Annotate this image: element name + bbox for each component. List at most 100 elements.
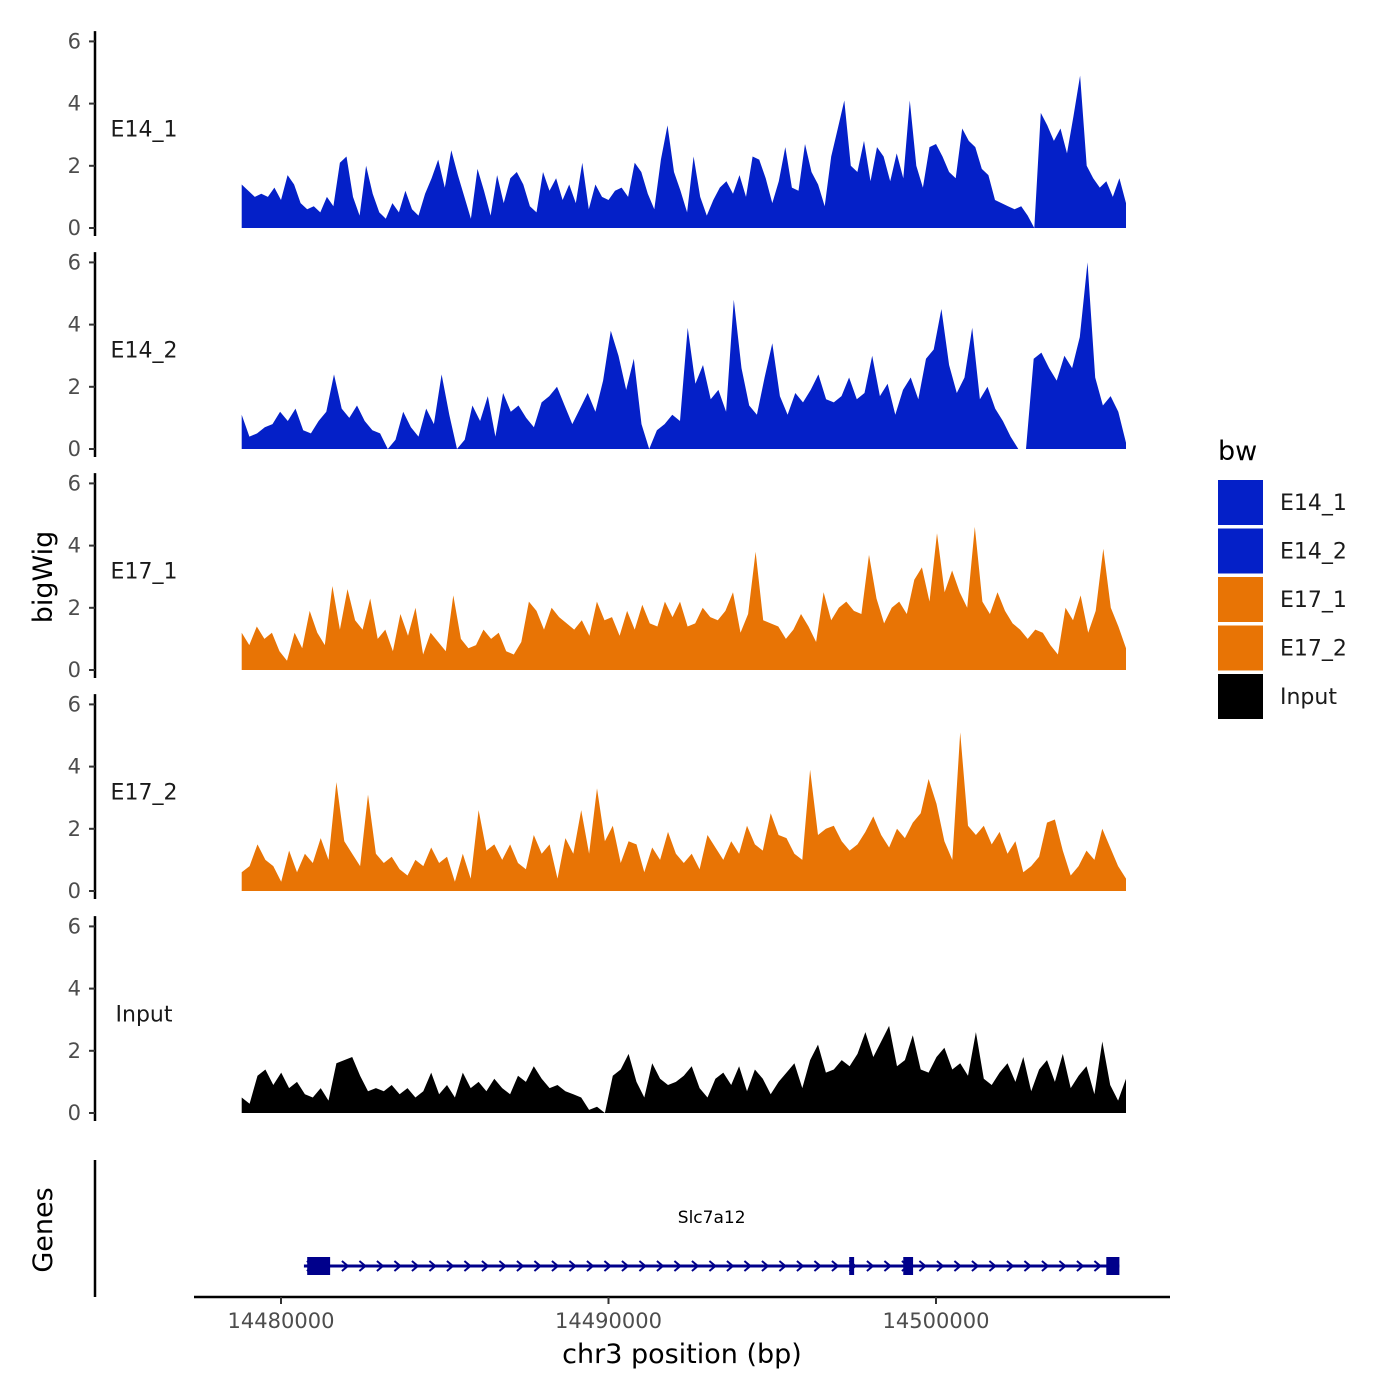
legend-label: E14_2 (1280, 540, 1347, 565)
strand-arrow-icon (1093, 1260, 1102, 1272)
track-e17_1: 0 2 4 6 E17_1 (68, 471, 1126, 682)
legend-label: Input (1280, 685, 1337, 710)
strand-arrow-icon (358, 1260, 367, 1272)
y-axis-title: bigWig (28, 531, 59, 624)
strand-arrow-icon (1023, 1260, 1032, 1272)
strand-arrow-icon (936, 1260, 945, 1272)
gene-exon (1106, 1257, 1120, 1275)
signal-area-e17_2 (241, 732, 1126, 891)
y-tick-label: 2 (68, 817, 81, 841)
strand-arrow-icon (533, 1260, 542, 1272)
strand-arrow-icon (376, 1260, 385, 1272)
legend-title: bw (1218, 436, 1257, 467)
legend-label: E17_2 (1280, 637, 1347, 662)
legend-label: E14_1 (1280, 491, 1347, 516)
strand-arrow-icon (691, 1260, 700, 1272)
strand-arrow-icon (498, 1260, 507, 1272)
x-tick-label: 14500000 (883, 1309, 990, 1333)
strand-arrow-icon (778, 1260, 787, 1272)
track-e17_2: 0 2 4 6 E17_2 (68, 692, 1126, 903)
strand-arrow-icon (446, 1260, 455, 1272)
y-tick-label: 4 (68, 755, 81, 779)
strand-arrow-icon (463, 1260, 472, 1272)
y-tick-label: 4 (68, 534, 81, 558)
strand-arrow-icon (1006, 1260, 1015, 1272)
gene-panel: Slc7a12 (93, 1160, 1120, 1297)
y-tick-label: 0 (68, 879, 81, 903)
strand-arrow-icon (988, 1260, 997, 1272)
track-e14_2: 0 2 4 6 E14_2 (68, 250, 1126, 461)
bigwig-tracks: 0 2 4 6 E14_1 0 2 4 6 E14_2 0 2 4 6 E17_1 0 2 4 6 E17_2 0 2 4 6… (68, 29, 1126, 1125)
legend-swatch-e17_1 (1218, 577, 1263, 622)
y-tick-label: 6 (68, 914, 81, 938)
gene-label: Slc7a12 (678, 1208, 746, 1228)
y-tick-label: 0 (68, 658, 81, 682)
strand-arrow-icon (918, 1260, 927, 1272)
x-tick-label: 14480000 (228, 1309, 335, 1333)
strand-arrow-icon (866, 1260, 875, 1272)
y-tick-label: 2 (68, 375, 81, 399)
x-axis: 14480000 14490000 14500000 (194, 1295, 1170, 1333)
y-tick-label: 2 (68, 596, 81, 620)
strand-arrow-icon (393, 1260, 402, 1272)
strand-arrow-icon (411, 1260, 420, 1272)
signal-area-input (241, 1025, 1126, 1113)
y-tick-label: 4 (68, 977, 81, 1001)
gene-exon (903, 1257, 914, 1275)
y-tick-label: 0 (68, 216, 81, 240)
strand-arrow-icon (638, 1260, 647, 1272)
track-e14_1: 0 2 4 6 E14_1 (68, 29, 1126, 240)
signal-area-e17_1 (241, 526, 1126, 670)
legend-label: E17_1 (1280, 588, 1347, 613)
strand-arrow-icon (971, 1260, 980, 1272)
strand-arrow-icon (1076, 1260, 1085, 1272)
track-input: 0 2 4 6 Input (68, 914, 1126, 1125)
strand-arrow-icon (481, 1260, 490, 1272)
strand-arrow-icon (586, 1260, 595, 1272)
strand-arrow-icon (621, 1260, 630, 1272)
strand-arrow-icon (883, 1260, 892, 1272)
signal-area-e14_1 (241, 75, 1126, 228)
y-tick-label: 2 (68, 154, 81, 178)
legend-swatch-e14_2 (1218, 528, 1263, 574)
strand-arrow-icon (428, 1260, 437, 1272)
gene-slc7a12: Slc7a12 (303, 1208, 1120, 1275)
strand-arrow-icon (673, 1260, 682, 1272)
strand-arrow-icon (813, 1260, 822, 1272)
x-tick-label: 14490000 (555, 1309, 662, 1333)
y-tick-label: 6 (68, 29, 81, 53)
track-label: E17_2 (111, 780, 178, 805)
y-tick-label: 6 (68, 471, 81, 495)
strand-arrow-icon (743, 1260, 752, 1272)
genes-axis-title: Genes (28, 1187, 59, 1272)
strand-arrow-icon (551, 1260, 560, 1272)
strand-arrow-icon (516, 1260, 525, 1272)
y-tick-label: 0 (68, 437, 81, 461)
strand-arrow-icon (708, 1260, 717, 1272)
legend-swatch-e17_2 (1218, 625, 1263, 671)
legend-swatch-e14_1 (1218, 480, 1263, 525)
strand-arrow-icon (796, 1260, 805, 1272)
strand-arrow-icon (341, 1260, 350, 1272)
track-label: E14_1 (111, 117, 178, 142)
track-label: E14_2 (111, 338, 178, 363)
y-tick-label: 6 (68, 250, 81, 274)
track-label: E17_1 (111, 559, 178, 584)
signal-area-e14_2 (241, 262, 1126, 449)
strand-arrow-icon (1058, 1260, 1067, 1272)
gene-exon (307, 1257, 331, 1275)
y-tick-label: 4 (68, 92, 81, 116)
strand-arrow-icon (568, 1260, 577, 1272)
strand-arrow-icon (831, 1260, 840, 1272)
y-tick-label: 0 (68, 1101, 81, 1125)
strand-arrow-icon (761, 1260, 770, 1272)
y-tick-label: 2 (68, 1039, 81, 1063)
y-tick-label: 6 (68, 692, 81, 716)
strand-arrow-icon (726, 1260, 735, 1272)
gene-exon (849, 1257, 855, 1275)
strand-arrow-icon (953, 1260, 962, 1272)
legend-swatch-input (1218, 674, 1263, 719)
legend: bw E14_1 E14_2 E17_1 E17_2 Input (1218, 436, 1347, 719)
y-tick-label: 4 (68, 313, 81, 337)
